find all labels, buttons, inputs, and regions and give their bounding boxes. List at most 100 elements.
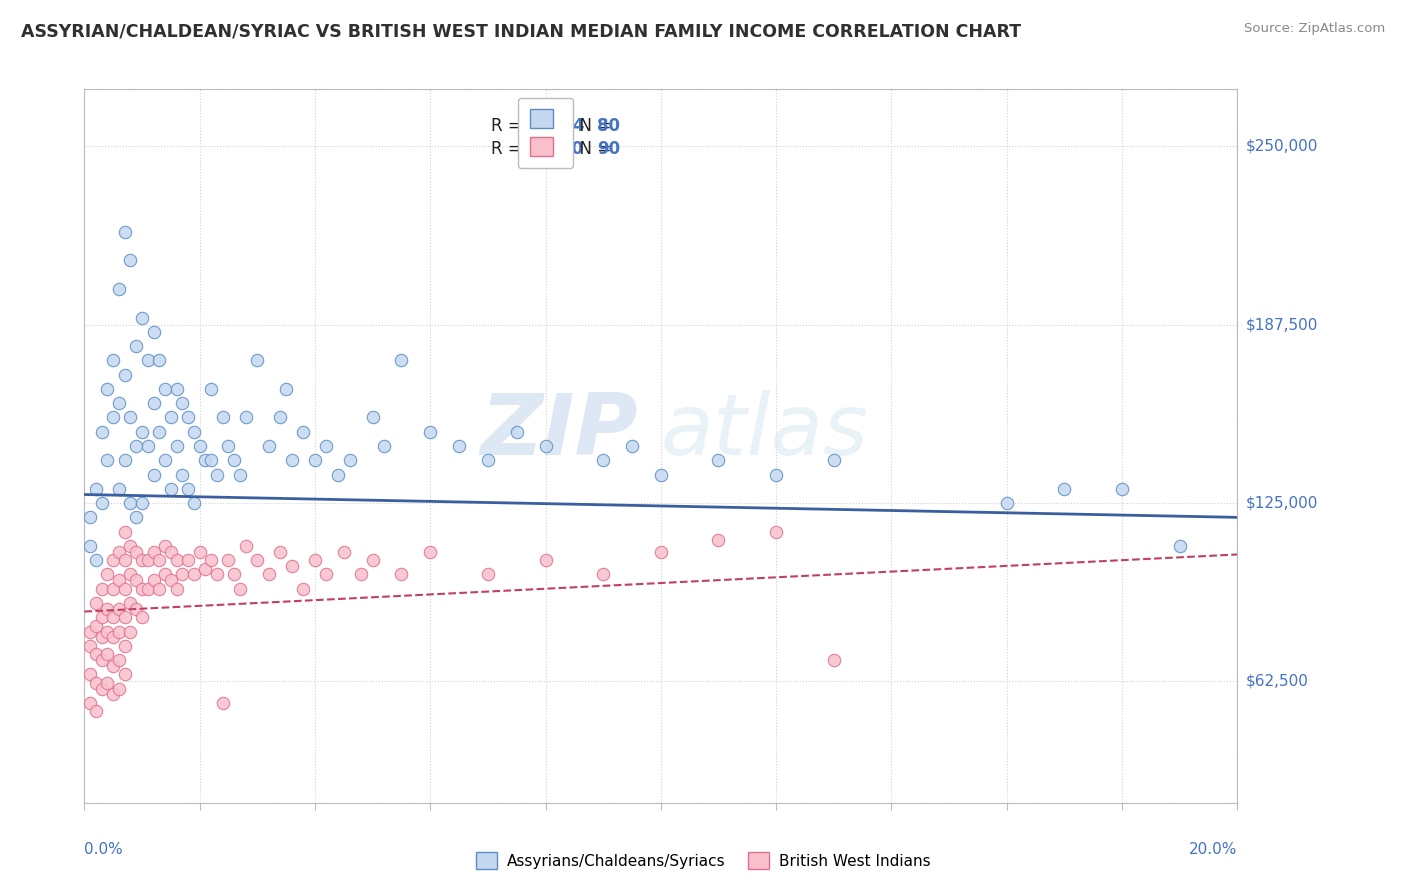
Point [131,610,153,624]
Point [160,482,183,496]
Point [114,610,136,624]
Point [257,567,280,582]
Point [650,544,672,558]
Point [188,439,211,453]
Point [707,453,730,467]
Point [235,410,257,425]
Point [153,567,176,582]
Point [477,453,499,467]
Point [96,648,118,662]
Point [166,382,188,396]
Point [315,439,337,453]
Point [205,567,228,582]
Text: R =: R = [491,140,527,158]
Point [211,410,233,425]
Text: 90: 90 [598,140,620,158]
Text: N =: N = [568,118,616,136]
Point [246,353,269,368]
Point [765,524,787,539]
Point [84,596,107,610]
Point [136,353,159,368]
Point [125,439,148,453]
Point [160,544,183,558]
Point [183,425,205,439]
Point [142,573,165,587]
Point [592,453,614,467]
Point [292,425,315,439]
Text: 0.0%: 0.0% [84,842,124,857]
Point [125,510,148,524]
Point [339,453,361,467]
Point [136,439,159,453]
Point [229,582,252,596]
Point [506,425,529,439]
Point [391,353,413,368]
Point [79,624,101,639]
Point [1053,482,1076,496]
Point [96,624,118,639]
Point [114,639,136,653]
Point [391,567,413,582]
Text: -0.024: -0.024 [524,118,585,136]
Point [79,667,101,681]
Point [148,553,170,567]
Point [79,539,101,553]
Point [90,630,112,644]
Point [136,553,159,567]
Point [108,681,131,696]
Point [534,553,557,567]
Point [114,524,136,539]
Point [166,439,188,453]
Legend: , : , [517,97,574,168]
Point [177,553,200,567]
Point [96,567,118,582]
Text: $250,000: $250,000 [1246,139,1317,153]
Point [125,544,148,558]
Point [823,653,845,667]
Point [114,667,136,681]
Point [205,467,228,482]
Point [765,467,787,482]
Point [103,410,124,425]
Point [153,382,176,396]
Point [79,696,101,710]
Point [172,567,194,582]
Point [592,567,614,582]
Point [621,439,644,453]
Point [90,610,112,624]
Point [229,467,252,482]
Point [373,439,395,453]
Point [200,382,222,396]
Point [194,562,217,576]
Point [315,567,337,582]
Point [120,410,142,425]
Point [108,396,131,410]
Point [84,676,107,690]
Point [90,653,112,667]
Point [131,310,153,325]
Text: atlas: atlas [661,390,869,474]
Point [108,624,131,639]
Point [103,553,124,567]
Text: R =: R = [491,118,527,136]
Point [108,573,131,587]
Point [103,630,124,644]
Point [166,582,188,596]
Point [246,553,269,567]
Point [142,325,165,339]
Point [120,624,142,639]
Point [103,658,124,673]
Text: ASSYRIAN/CHALDEAN/SYRIAC VS BRITISH WEST INDIAN MEDIAN FAMILY INCOME CORRELATION: ASSYRIAN/CHALDEAN/SYRIAC VS BRITISH WEST… [21,22,1021,40]
Point [1111,482,1133,496]
Point [120,596,142,610]
Point [84,705,107,719]
Point [361,410,384,425]
Point [148,425,170,439]
Point [200,453,222,467]
Point [707,533,730,548]
Text: ZIP: ZIP [479,390,638,474]
Point [108,601,131,615]
Point [269,544,291,558]
Point [84,482,107,496]
Point [183,567,205,582]
